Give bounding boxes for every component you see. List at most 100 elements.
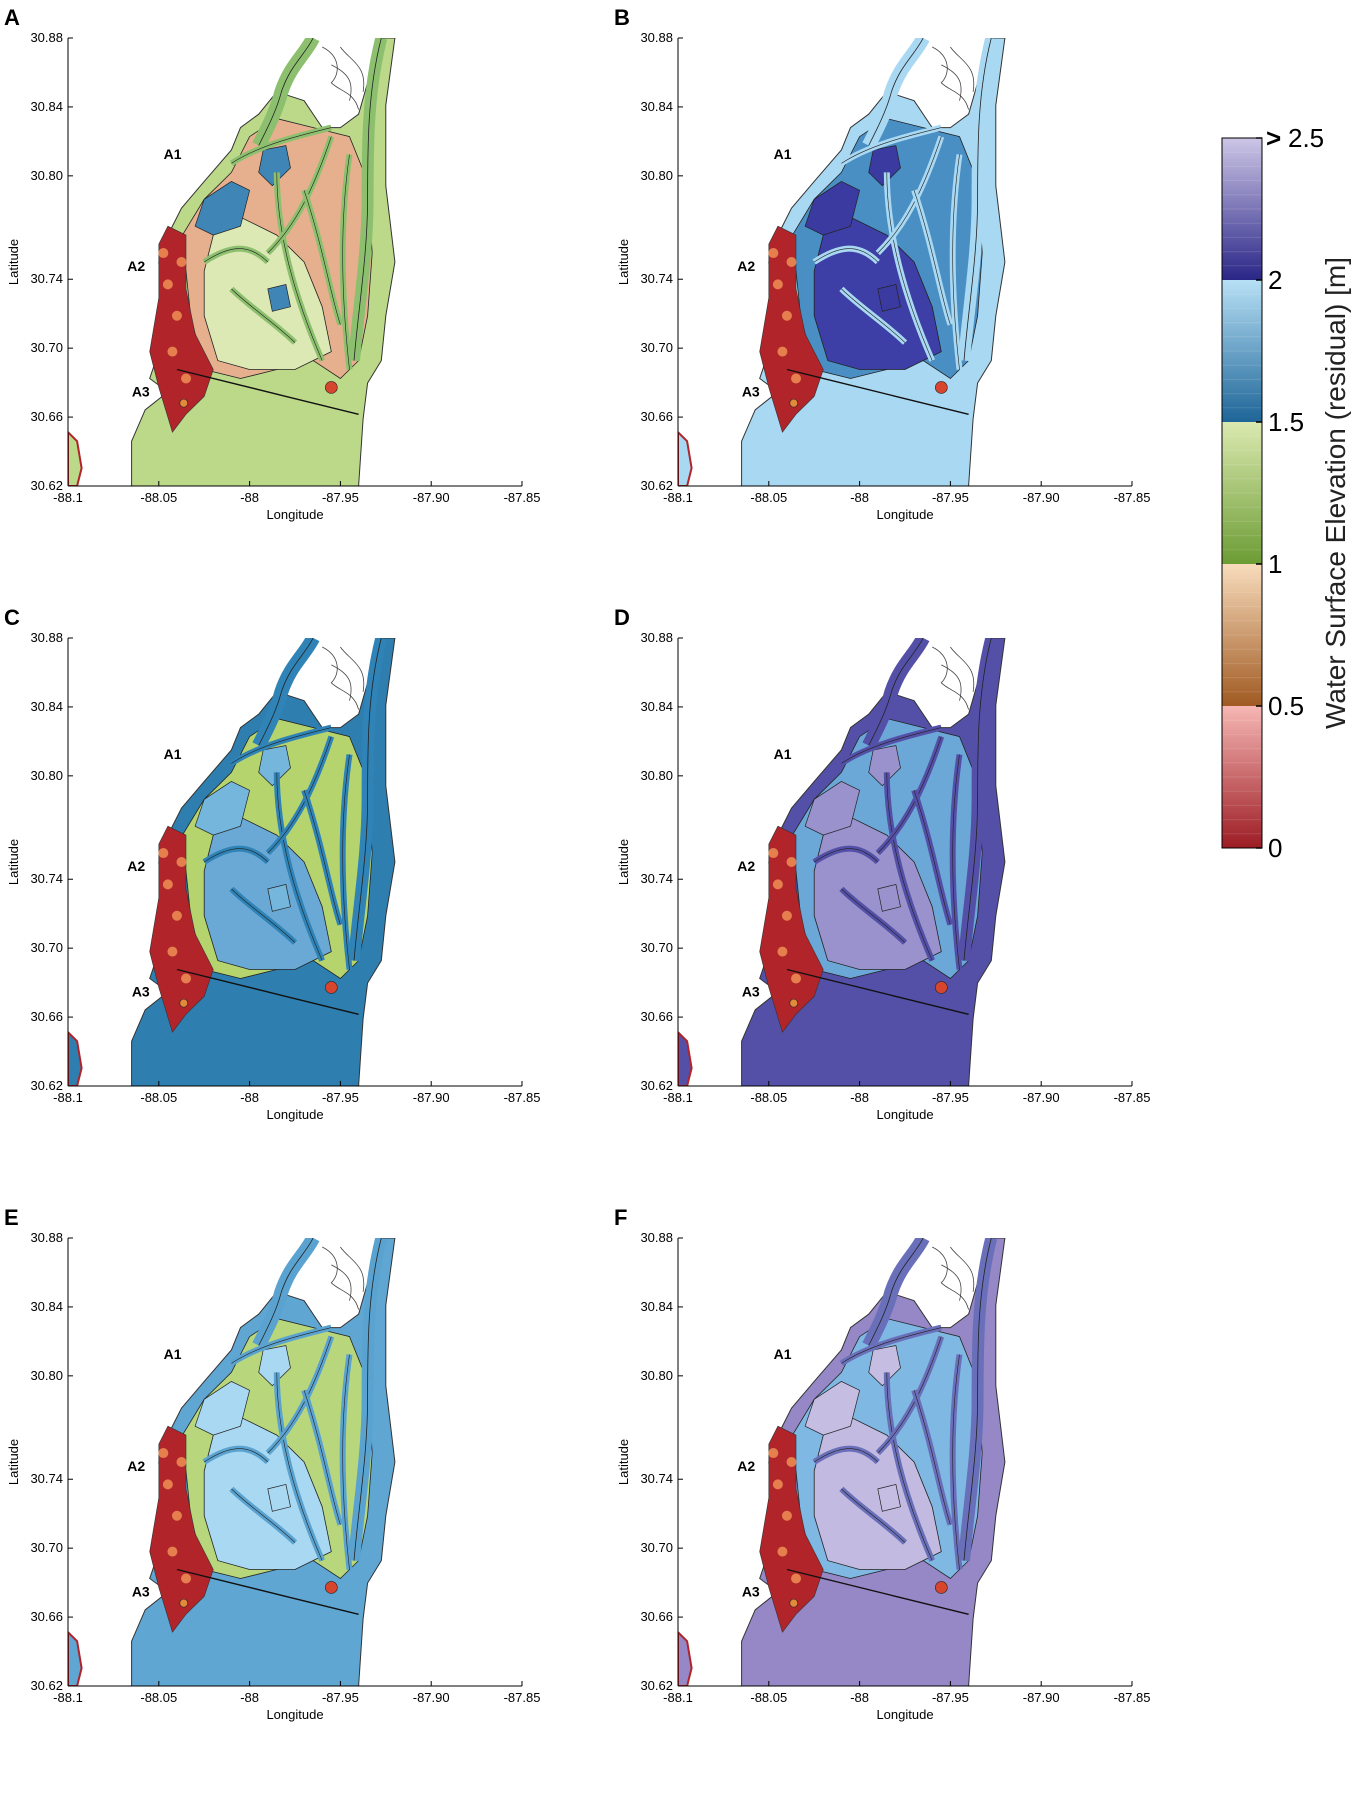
y-tick-label: 30.74: [30, 271, 63, 286]
upland-outline: [322, 1246, 359, 1310]
channel-outline: [814, 248, 879, 263]
panel-letter: C: [4, 605, 20, 630]
upland-outline: [932, 1246, 969, 1310]
upland-outline: [950, 1246, 975, 1292]
west-inlet: [68, 1630, 83, 1686]
channel-outline: [841, 888, 906, 943]
x-tick-label: -88: [240, 1090, 259, 1105]
channel-outline: [886, 1372, 933, 1561]
hotspot: [325, 381, 338, 394]
site-label-a3: A3: [742, 383, 760, 399]
y-tick-label: 30.88: [640, 630, 673, 645]
channel-outline: [267, 136, 332, 254]
shore-speckle: [181, 373, 192, 384]
channel-outline: [913, 190, 951, 325]
channel-outline: [276, 172, 323, 361]
x-tick-label: -88.1: [53, 1690, 83, 1705]
x-tick-label: -88.1: [663, 1690, 693, 1705]
channel-outline: [877, 1336, 942, 1454]
channel-outline: [841, 727, 942, 764]
site-label-a3: A3: [132, 983, 150, 999]
x-tick-label: -88: [850, 490, 869, 505]
y-axis-label: Latitude: [6, 1439, 21, 1485]
river-outline: [963, 1238, 992, 1561]
pond: [877, 1483, 901, 1512]
site-label-a1: A1: [774, 1346, 792, 1362]
colorbar-segment: [1222, 138, 1262, 280]
x-tick-label: -88: [240, 1690, 259, 1705]
upland-outline: [932, 646, 969, 710]
channel-outline: [877, 136, 942, 254]
shore-speckle: [781, 910, 792, 921]
x-axis-label: Longitude: [876, 507, 933, 522]
river-outline: [868, 638, 924, 746]
shore-speckle: [786, 1457, 797, 1467]
y-tick-label: 30.70: [640, 940, 673, 955]
channel-outline: [342, 1354, 350, 1570]
pond: [804, 1380, 861, 1436]
inner-lake: [813, 1416, 942, 1570]
inner-lake: [203, 1416, 332, 1570]
site-label-a3: A3: [132, 1583, 150, 1599]
channel-outline: [231, 1488, 296, 1543]
channel-outline: [877, 736, 942, 854]
x-tick-label: -88: [850, 1690, 869, 1705]
shore-speckle: [171, 910, 182, 921]
y-tick-label: 30.88: [30, 30, 63, 45]
x-tick-label: -88.05: [750, 1690, 787, 1705]
map-panel-a: A A1 A2 A3 -88.1 -88.05 -88 -87.95 -87.90 -87.85 3…: [4, 5, 540, 522]
shore-speckle: [171, 1510, 182, 1521]
pond: [194, 780, 251, 836]
shore-speckle: [768, 248, 779, 259]
shore-speckle: [176, 857, 187, 867]
map-panel-b: B A1 A2 A3 -88.1 -88.05 -88 -87.95 -87.90 -87.85 3…: [614, 5, 1150, 522]
x-tick-label: -88: [240, 490, 259, 505]
y-tick-label: 30.88: [30, 1230, 63, 1245]
colorbar-tick-label: 0.5: [1268, 691, 1304, 721]
hotspot: [789, 398, 799, 408]
x-tick-label: -87.90: [413, 1090, 450, 1105]
upland-outline: [932, 46, 969, 110]
colorbar-segment: [1222, 280, 1262, 422]
shore-speckle: [167, 946, 178, 957]
upland-outline: [941, 64, 962, 101]
shore-speckle: [162, 279, 173, 290]
west-inlet: [678, 430, 693, 486]
river-outline: [353, 1238, 382, 1561]
pond: [868, 1345, 901, 1387]
channel-outline: [267, 1336, 332, 1454]
colorbar-segment: [1222, 564, 1262, 706]
pond: [267, 1483, 291, 1512]
x-tick-label: -88.05: [140, 490, 177, 505]
colorbar-tick-label: 1.5: [1268, 407, 1304, 437]
map-area: A1 A2 A3: [678, 1238, 1006, 1686]
channel-outline: [886, 172, 933, 361]
west-shore-low-residual: [759, 225, 824, 433]
y-tick-label: 30.74: [640, 871, 673, 886]
x-tick-label: -87.95: [322, 490, 359, 505]
x-tick-label: -88.1: [663, 490, 693, 505]
map-area: A1 A2 A3: [68, 1238, 396, 1686]
site-label-a2: A2: [737, 258, 755, 274]
colorbar-frame: [1221, 137, 1263, 849]
x-tick-label: -88.05: [140, 1690, 177, 1705]
west-shore-low-residual: [149, 1425, 214, 1633]
x-tick-label: -88.05: [750, 490, 787, 505]
x-tick-label: -88.1: [53, 1090, 83, 1105]
causeway: [176, 1568, 359, 1615]
west-shore-low-residual: [759, 825, 824, 1033]
shore-speckle: [158, 248, 169, 259]
colorbar-tick-label: 1: [1268, 549, 1282, 579]
site-label-a3: A3: [742, 983, 760, 999]
y-tick-label: 30.66: [640, 1609, 673, 1624]
upland-outline: [331, 1264, 352, 1301]
channel-outline: [204, 848, 269, 863]
pond: [868, 145, 901, 187]
panel-letter: D: [614, 605, 630, 630]
site-label-a2: A2: [737, 858, 755, 874]
channel-outline: [276, 1372, 323, 1561]
x-tick-label: -87.95: [322, 1090, 359, 1105]
channel-outline: [303, 790, 341, 925]
panel-letter: A: [4, 5, 20, 30]
map-panels: A A1 A2 A3 -88.1 -88.05 -88 -87.95 -87.90 -87.85 3…: [4, 5, 1150, 1722]
